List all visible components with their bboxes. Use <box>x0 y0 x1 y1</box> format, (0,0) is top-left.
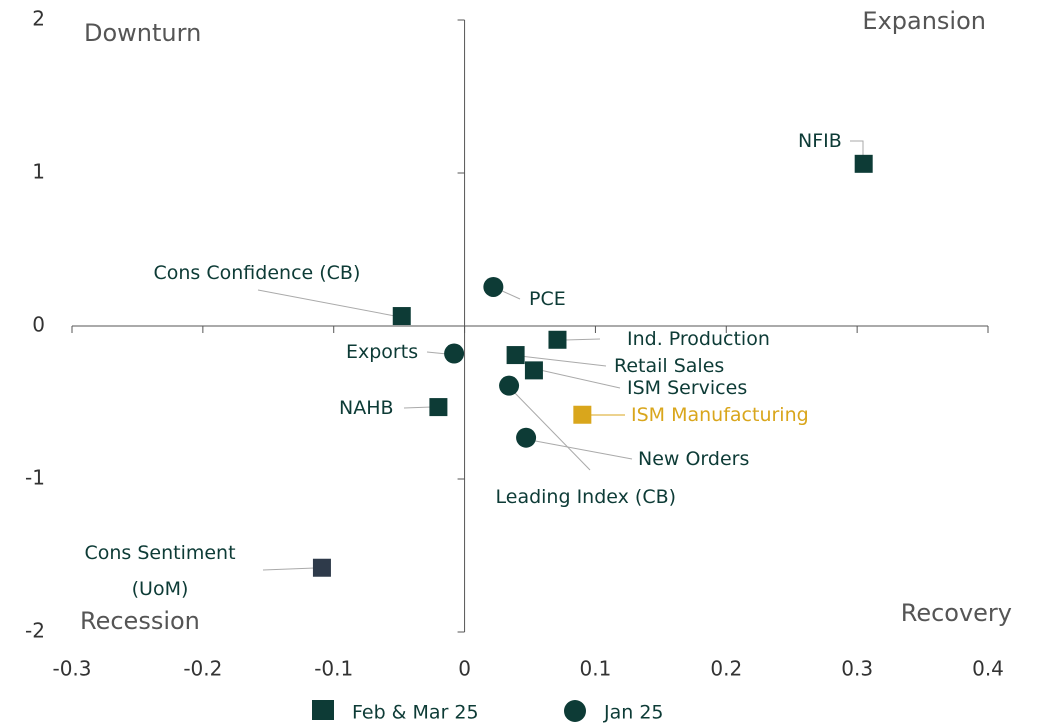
leader-line <box>426 351 448 355</box>
x-tick-label: 0.3 <box>841 657 873 681</box>
x-tick-label: 0.1 <box>580 657 612 681</box>
quadrant-label: Expansion <box>862 7 986 35</box>
x-tick-label: 0 <box>458 657 471 681</box>
legend-label: Jan 25 <box>603 702 664 724</box>
point-label: Cons Confidence (CB) <box>153 262 361 284</box>
point-label: Cons Sentiment (UoM) <box>84 542 236 600</box>
point <box>573 405 592 424</box>
x-tick-label: -0.2 <box>183 657 222 681</box>
point-label: New Orders <box>638 448 750 470</box>
point <box>506 346 525 365</box>
leader-line <box>499 289 521 300</box>
leader-line <box>529 439 633 460</box>
y-tick-label: 0 <box>32 313 45 337</box>
legend-marker <box>312 700 334 720</box>
x-tick-label: 0.4 <box>972 657 1004 681</box>
quadrant-label: Recession <box>80 607 200 635</box>
y-tick-label: -1 <box>25 466 45 490</box>
leader-line <box>403 406 433 409</box>
point-label: Leading Index (CB) <box>495 486 677 508</box>
y-tick-label: -2 <box>25 619 45 643</box>
point-label: Exports <box>346 341 419 363</box>
leader-line <box>262 567 316 571</box>
quadrant-label: Downturn <box>84 19 201 47</box>
point <box>548 330 567 349</box>
point-label: NAHB <box>339 397 394 419</box>
point <box>524 361 543 380</box>
y-tick-label: 2 <box>32 7 45 31</box>
legend-marker <box>564 700 586 722</box>
point-label: ISM Services <box>627 377 748 399</box>
leader-line <box>257 289 396 317</box>
point-label: Ind. Production <box>627 328 770 350</box>
point-label: PCE <box>529 288 566 310</box>
point <box>312 558 331 577</box>
point <box>429 398 448 417</box>
point-label: ISM Manufacturing <box>631 404 809 426</box>
leader-line <box>539 369 621 389</box>
leader-line <box>564 338 601 341</box>
x-tick-label: -0.1 <box>314 657 353 681</box>
point <box>483 276 504 297</box>
point-label: NFIB <box>798 130 842 152</box>
leader-line <box>850 140 864 158</box>
point <box>444 343 465 364</box>
point <box>499 375 520 396</box>
quadrant-label: Recovery <box>901 599 1012 627</box>
point <box>854 154 873 173</box>
x-tick-label: 0.2 <box>710 657 742 681</box>
x-tick-label: -0.3 <box>52 657 91 681</box>
leader-line <box>519 355 607 367</box>
point-label: Retail Sales <box>614 355 725 377</box>
point <box>516 427 537 448</box>
leader-line <box>511 389 591 471</box>
legend-label: Feb & Mar 25 <box>352 702 479 724</box>
y-tick-label: 1 <box>32 160 45 184</box>
point <box>392 307 411 326</box>
